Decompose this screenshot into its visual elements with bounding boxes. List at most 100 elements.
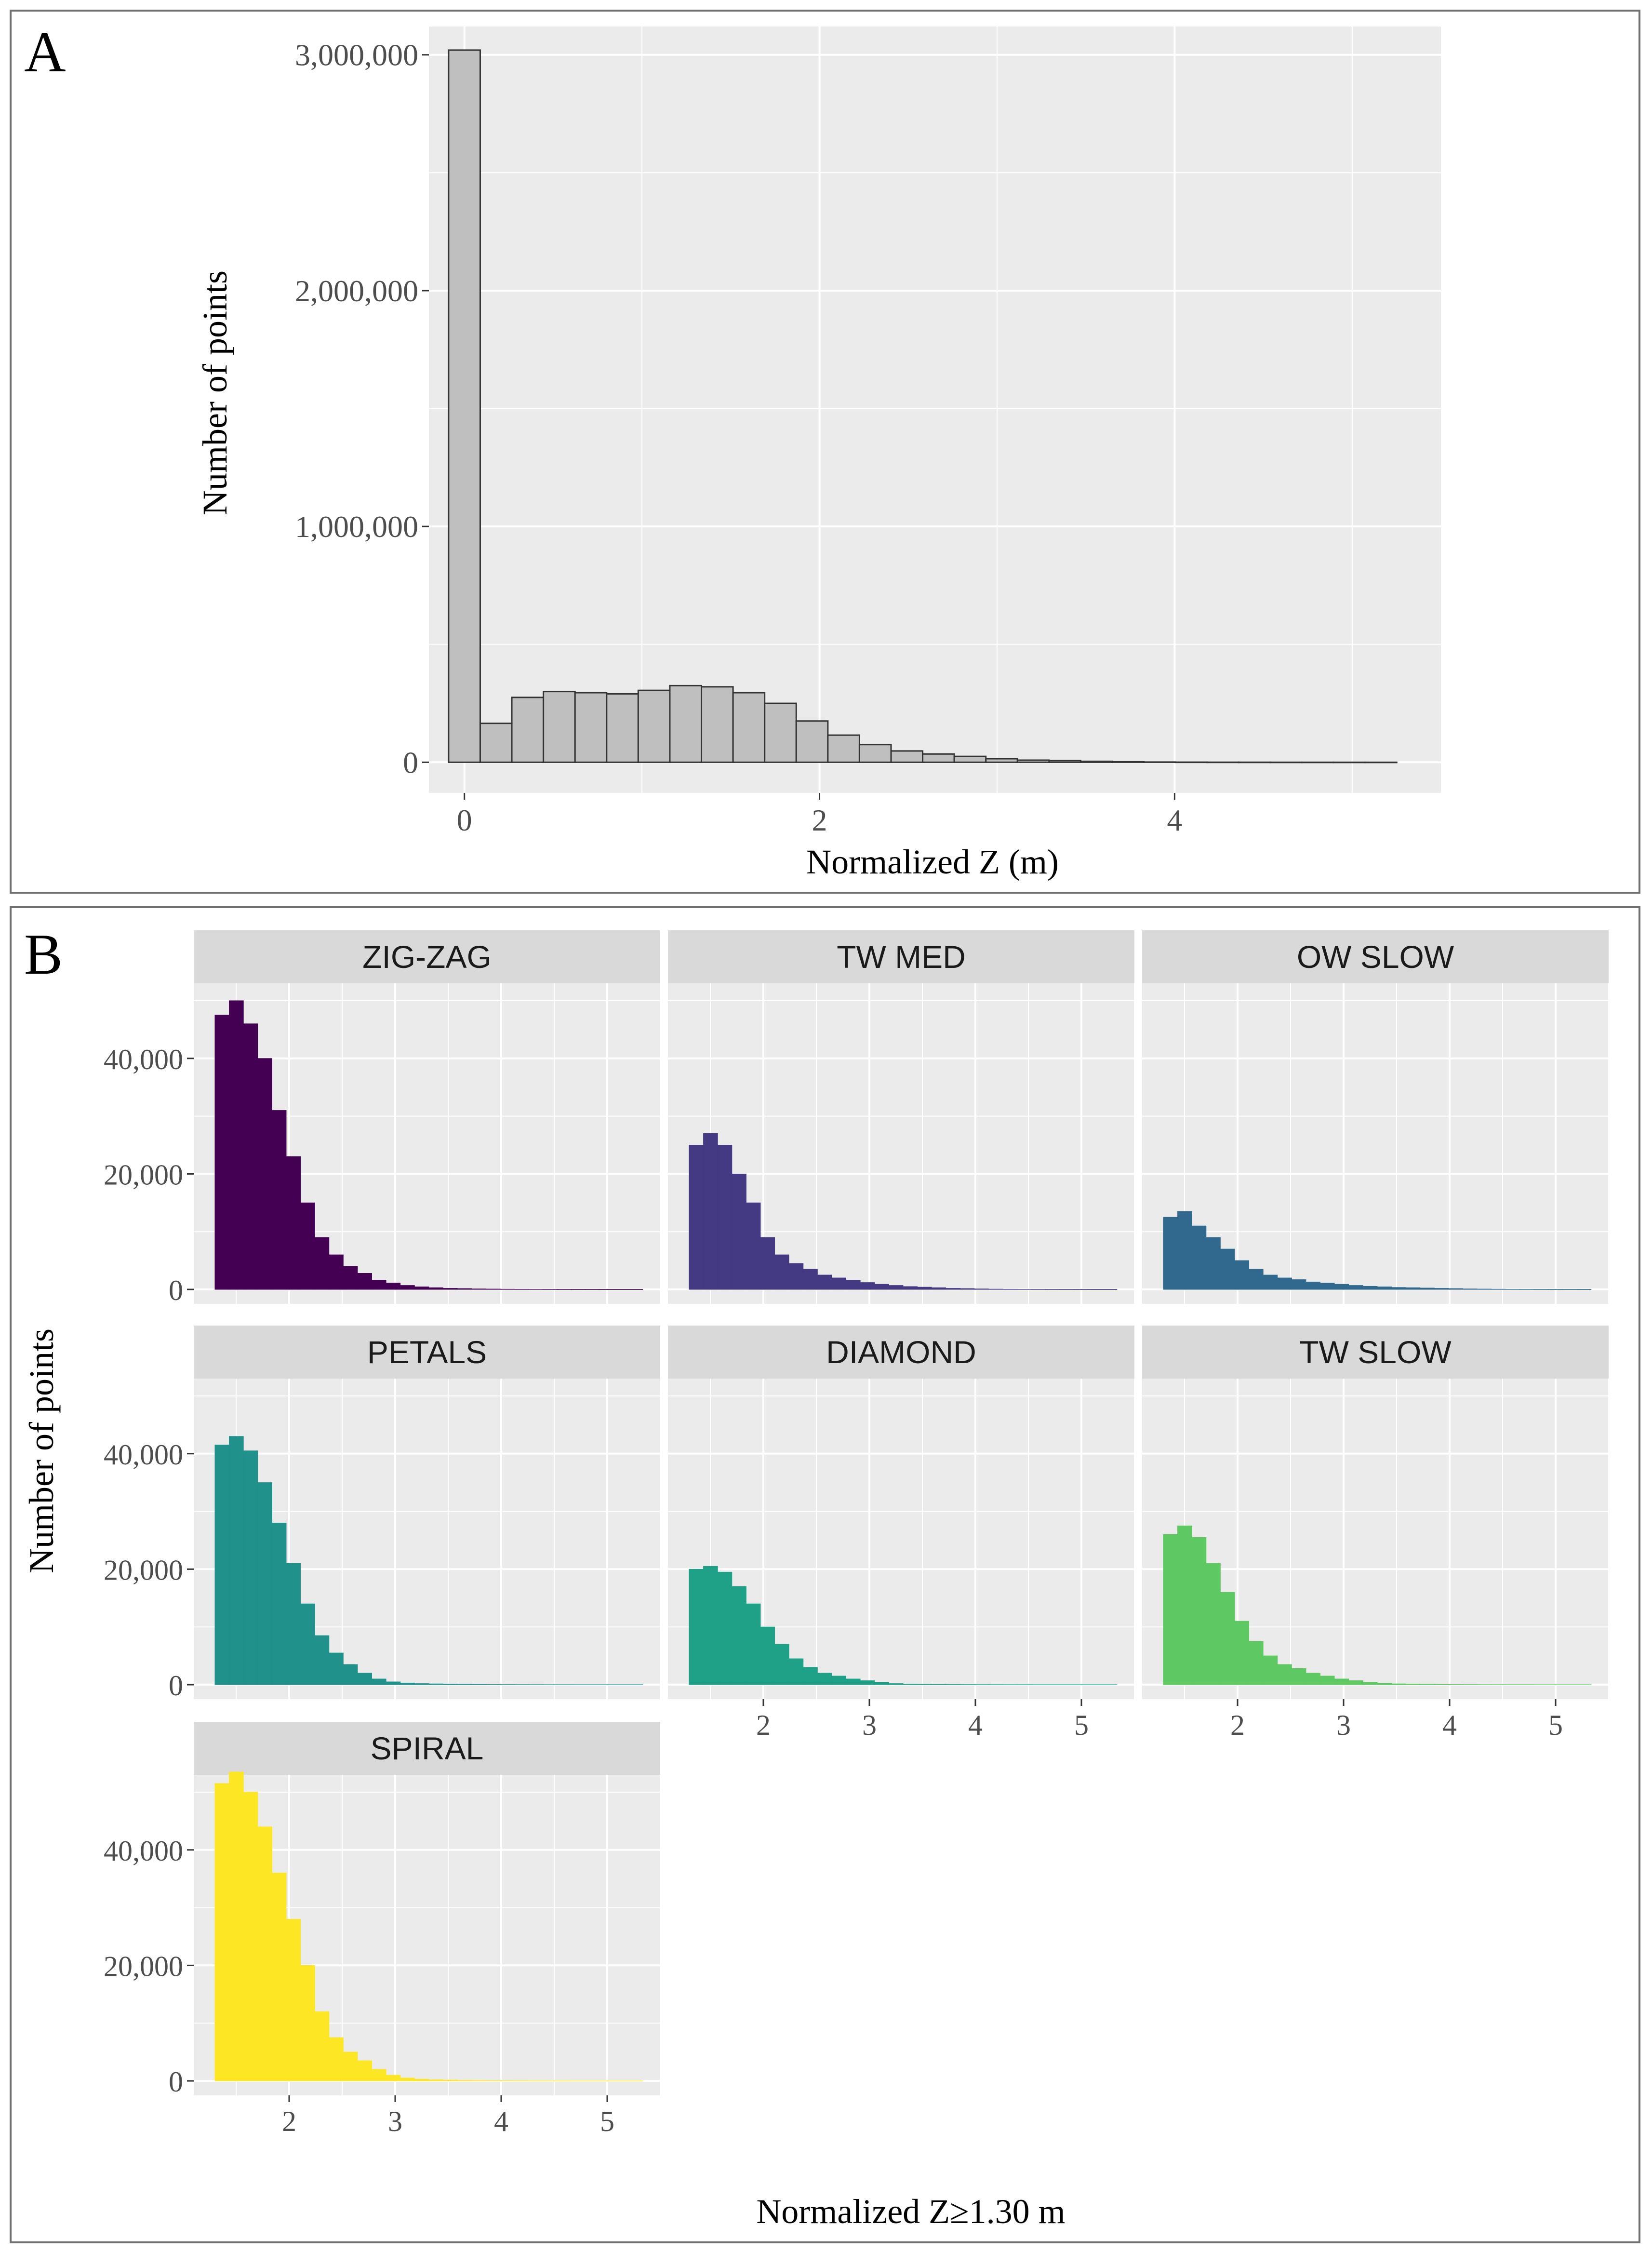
histogram-bar	[400, 1682, 415, 1685]
histogram-bar	[1348, 1285, 1363, 1290]
histogram-bar	[329, 1652, 344, 1685]
histogram-bar	[271, 1873, 287, 2081]
histogram-bar	[1206, 1563, 1221, 1685]
histogram-bar	[845, 1678, 861, 1685]
histogram-bar	[1348, 1680, 1363, 1685]
histogram-bar	[732, 1173, 746, 1290]
histogram-bar	[414, 1683, 429, 1685]
histogram-bar	[1319, 1283, 1335, 1290]
panel-b-x-axis-label: Normalized Z≥1.30 m	[756, 2192, 1065, 2231]
histogram-bar	[229, 1436, 244, 1685]
histogram-bar	[1220, 1592, 1235, 1685]
histogram-bar	[1102, 1289, 1118, 1290]
histogram-bar	[817, 1673, 832, 1685]
histogram-bar	[314, 1635, 330, 1685]
histogram-bar	[1143, 761, 1176, 763]
histogram-bar	[386, 1283, 401, 1290]
histogram-bar	[511, 697, 545, 763]
histogram-bar	[1249, 1641, 1264, 1685]
panel-b-y-axis-label: Number of points	[22, 1328, 61, 1573]
histogram-bar	[1016, 759, 1050, 763]
histogram-bar	[214, 1445, 230, 1685]
histogram-bar	[300, 1202, 315, 1290]
histogram-bar	[1031, 1289, 1046, 1290]
histogram-bar	[1377, 1287, 1392, 1290]
histogram-bar	[286, 1156, 301, 1290]
histogram-bar	[788, 1658, 804, 1685]
histogram-bar	[959, 1288, 975, 1290]
histogram-bar	[543, 691, 576, 763]
histogram-bar	[442, 1684, 458, 1685]
histogram-bar	[827, 734, 860, 763]
y-tick-label: 40,000	[104, 1439, 183, 1471]
histogram-bar	[543, 1289, 558, 1290]
x-tick-label: 2	[812, 803, 827, 837]
x-tick-label: 2	[1230, 1709, 1245, 1741]
histogram-bar	[888, 1683, 904, 1685]
facet-strip-label: TW MED	[837, 939, 966, 975]
y-tick-label: 40,000	[104, 1835, 183, 1867]
histogram-bar	[1048, 760, 1081, 763]
histogram-bar	[946, 1288, 960, 1290]
facet-strip	[194, 1326, 660, 1379]
histogram-bar	[343, 1664, 358, 1685]
histogram-bar	[860, 1282, 875, 1290]
histogram-bar	[628, 1289, 643, 1290]
histogram-bar	[343, 2051, 358, 2081]
histogram-bar	[1177, 1211, 1192, 1290]
histogram-bar	[1191, 1537, 1207, 1685]
histogram-bar	[1238, 761, 1271, 764]
histogram-bar	[557, 1289, 572, 1290]
histogram-bar	[428, 1287, 443, 1290]
histogram-bar	[1263, 1655, 1278, 1685]
histogram-bar	[300, 1603, 315, 1685]
histogram-bar	[701, 686, 734, 763]
histogram-bar	[257, 1058, 272, 1290]
histogram-bar	[903, 1286, 918, 1290]
histogram-bar	[1301, 761, 1334, 764]
histogram-bar	[1377, 1683, 1392, 1685]
histogram-bar	[1177, 1526, 1192, 1685]
histogram-bar	[1362, 1286, 1378, 1290]
facet-ow-slow: OW SLOW	[1142, 930, 1609, 1304]
histogram-bar	[371, 1678, 386, 1685]
panel-b-facets: ZIG-ZAG 0 20,000 40,000 TW MED OW SLOW PETALS 0…	[104, 930, 1609, 2137]
histogram-bar	[357, 1273, 372, 1290]
histogram-bar	[917, 1684, 932, 1685]
histogram-bar	[479, 723, 513, 763]
histogram-bar	[717, 1571, 733, 1685]
histogram-bar	[243, 1450, 258, 1685]
histogram-bar	[1319, 1676, 1335, 1685]
histogram-bar	[571, 1289, 586, 1290]
histogram-bar	[314, 2011, 330, 2081]
x-tick-label: 3	[1336, 1709, 1351, 1741]
facet-strip	[1142, 930, 1609, 983]
histogram-bar	[314, 1237, 330, 1290]
panel-a-y-axis-label: Number of points	[196, 270, 234, 515]
histogram-bar	[485, 2080, 501, 2081]
y-tick-label: 20,000	[104, 1950, 183, 1982]
histogram-bar	[1206, 1237, 1221, 1290]
histogram-bar	[329, 2037, 344, 2081]
histogram-bar	[271, 1523, 287, 1685]
facet-spiral: SPIRAL 0 20,000 40,000 2 3 4 5	[104, 1722, 661, 2137]
histogram-bar	[860, 1680, 875, 1685]
histogram-bar	[257, 1482, 272, 1685]
histogram-bar	[286, 1563, 301, 1685]
histogram-bar	[1334, 1284, 1349, 1290]
facet-strip	[194, 1722, 660, 1775]
histogram-bar	[448, 49, 481, 763]
histogram-bar	[528, 1289, 544, 1290]
histogram-bar	[386, 1681, 401, 1685]
panel-a-plot-background	[429, 27, 1441, 793]
histogram-bar	[257, 1826, 272, 2081]
facet-diamond: DIAMOND 2 3 4 5	[668, 1326, 1135, 1741]
histogram-bar	[1220, 1248, 1235, 1290]
y-tick-label: 2,000,000	[295, 274, 418, 308]
facet-strip-label: ZIG-ZAG	[362, 939, 492, 975]
histogram-bar	[271, 1110, 287, 1290]
x-tick-label: 3	[388, 2105, 402, 2137]
histogram-bar	[1045, 1289, 1060, 1290]
histogram-bar	[400, 1285, 415, 1290]
